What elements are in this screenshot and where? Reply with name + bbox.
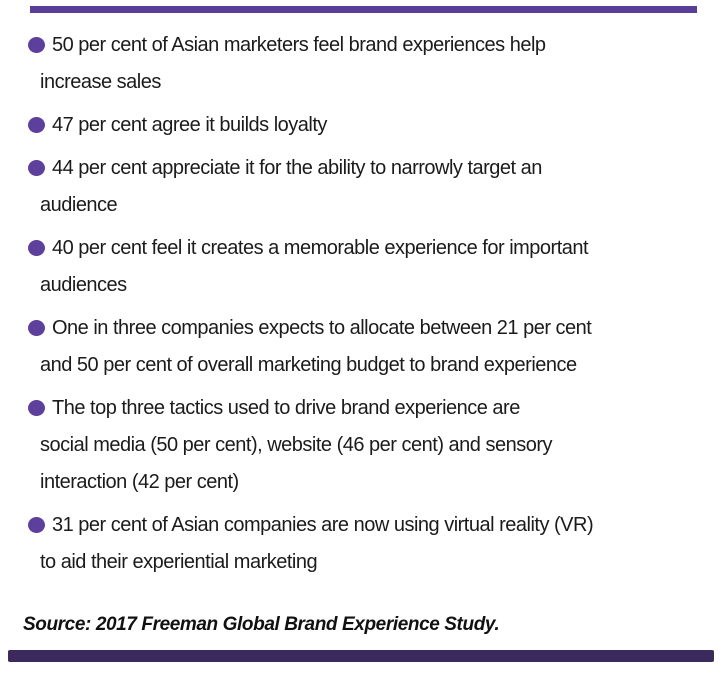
top-divider <box>30 6 697 13</box>
fact-line: audiences <box>40 274 127 296</box>
list-item: 47 per cent agree it builds loyalty <box>28 107 704 144</box>
fact-line: audience <box>40 194 118 216</box>
list-item: 31 per cent of Asian companies are now u… <box>28 507 704 581</box>
list-item: One in three companies expects to alloca… <box>28 310 704 384</box>
bullet-icon <box>28 240 45 256</box>
fact-line: 31 per cent of Asian companies are now u… <box>52 514 594 536</box>
bullet-icon <box>28 400 45 416</box>
source-attribution: Source: 2017 Freeman Global Brand Experi… <box>23 614 500 635</box>
fact-line: increase sales <box>40 71 161 93</box>
fact-line: The top three tactics used to drive bran… <box>52 397 520 419</box>
bottom-divider <box>8 650 714 662</box>
bullet-icon <box>28 160 45 176</box>
fact-line: One in three companies expects to alloca… <box>52 317 592 339</box>
fact-line: 40 per cent feel it creates a memorable … <box>52 237 589 259</box>
fact-list: 50 per cent of Asian marketers feel bran… <box>28 27 704 587</box>
list-item: 50 per cent of Asian marketers feel bran… <box>28 27 704 101</box>
bullet-icon <box>28 37 45 53</box>
fact-line: 50 per cent of Asian marketers feel bran… <box>52 34 546 56</box>
bullet-icon <box>28 320 45 336</box>
list-item: 40 per cent feel it creates a memorable … <box>28 230 704 304</box>
fact-line: and 50 per cent of overall marketing bud… <box>40 354 577 376</box>
list-item: The top three tactics used to drive bran… <box>28 390 704 501</box>
fact-line: 47 per cent agree it builds loyalty <box>52 114 327 136</box>
bullet-icon <box>28 517 45 533</box>
fact-line: social media (50 per cent), website (46 … <box>40 434 553 456</box>
list-item: 44 per cent appreciate it for the abilit… <box>28 150 704 224</box>
fact-line: 44 per cent appreciate it for the abilit… <box>52 157 542 179</box>
fact-line: to aid their experiential marketing <box>40 551 318 573</box>
fact-line: interaction (42 per cent) <box>40 471 239 493</box>
bullet-icon <box>28 117 45 133</box>
